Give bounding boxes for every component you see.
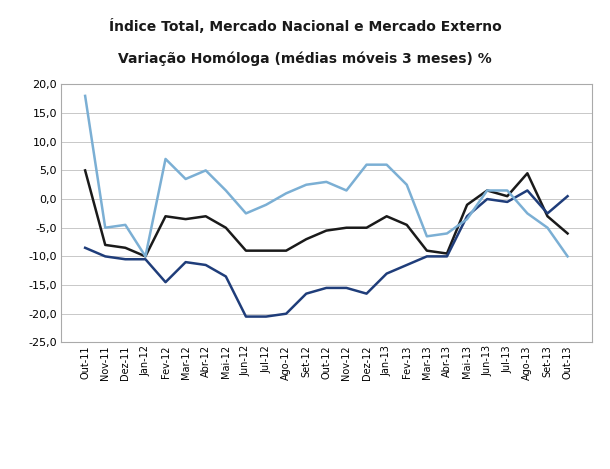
M.Nacional <box>202 262 209 268</box>
M.Nacional <box>282 311 290 317</box>
M.Nacional <box>162 280 169 285</box>
Total <box>262 248 270 253</box>
M.Externo <box>82 93 89 98</box>
Total <box>101 242 109 248</box>
M.Externo <box>504 188 511 193</box>
Total <box>464 202 471 208</box>
M.Nacional <box>262 314 270 319</box>
M.Nacional <box>142 257 149 262</box>
M.Nacional <box>544 211 551 216</box>
Line: Total: Total <box>85 170 567 257</box>
Line: M.Nacional: M.Nacional <box>85 190 567 317</box>
M.Externo <box>262 202 270 208</box>
M.Externo <box>121 222 129 227</box>
M.Nacional <box>182 259 189 265</box>
M.Externo <box>443 231 451 236</box>
M.Externo <box>383 162 390 167</box>
Total <box>443 251 451 257</box>
M.Externo <box>423 234 431 239</box>
Total <box>403 222 411 227</box>
Total <box>121 245 129 250</box>
M.Nacional <box>242 314 249 319</box>
M.Externo <box>464 216 471 222</box>
M.Nacional <box>101 254 109 259</box>
Total <box>242 248 249 253</box>
M.Externo <box>323 179 330 185</box>
M.Externo <box>363 162 370 167</box>
Total <box>383 213 390 219</box>
M.Externo <box>282 190 290 196</box>
Total <box>363 225 370 231</box>
M.Nacional <box>323 285 330 291</box>
M.Nacional <box>383 271 390 276</box>
Total <box>303 236 310 242</box>
M.Nacional <box>443 254 451 259</box>
Total <box>504 193 511 199</box>
M.Externo <box>101 225 109 231</box>
Total <box>82 167 89 173</box>
Text: Índice Total, Mercado Nacional e Mercado Externo: Índice Total, Mercado Nacional e Mercado… <box>109 19 501 34</box>
Total <box>282 248 290 253</box>
M.Externo <box>303 182 310 188</box>
M.Externo <box>484 188 491 193</box>
M.Nacional <box>121 257 129 262</box>
Total <box>142 254 149 259</box>
Total <box>524 170 531 176</box>
Total <box>222 225 229 231</box>
M.Externo <box>564 254 571 259</box>
Total <box>564 231 571 236</box>
Total <box>484 188 491 193</box>
M.Nacional <box>504 199 511 205</box>
M.Externo <box>162 156 169 162</box>
M.Nacional <box>343 285 350 291</box>
M.Nacional <box>524 188 531 193</box>
M.Nacional <box>403 262 411 268</box>
Total <box>162 213 169 219</box>
M.Externo <box>524 211 531 216</box>
M.Nacional <box>222 273 229 279</box>
M.Externo <box>403 182 411 188</box>
M.Nacional <box>363 291 370 296</box>
Total <box>202 213 209 219</box>
M.Nacional <box>464 213 471 219</box>
Total <box>423 248 431 253</box>
Total <box>343 225 350 231</box>
M.Nacional <box>423 254 431 259</box>
Total <box>544 213 551 219</box>
Total <box>323 228 330 234</box>
M.Nacional <box>484 196 491 202</box>
M.Externo <box>242 211 249 216</box>
M.Externo <box>343 188 350 193</box>
M.Nacional <box>303 291 310 296</box>
M.Externo <box>202 167 209 173</box>
M.Externo <box>182 176 189 182</box>
M.Nacional <box>564 193 571 199</box>
M.Nacional <box>82 245 89 250</box>
Line: M.Externo: M.Externo <box>85 96 567 257</box>
M.Externo <box>544 225 551 231</box>
M.Externo <box>222 188 229 193</box>
Text: Variação Homóloga (médias móveis 3 meses) %: Variação Homóloga (médias móveis 3 meses… <box>118 52 492 66</box>
Total <box>182 216 189 222</box>
M.Externo <box>142 254 149 259</box>
